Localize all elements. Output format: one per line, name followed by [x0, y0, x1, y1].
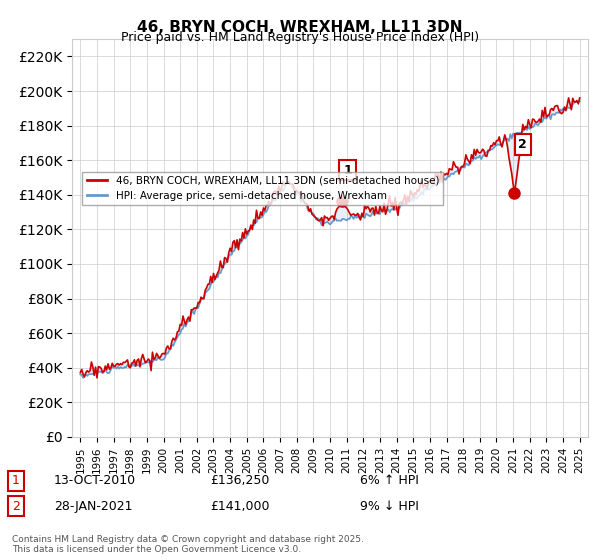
- Text: 13-OCT-2010: 13-OCT-2010: [54, 474, 136, 487]
- Text: 46, BRYN COCH, WREXHAM, LL11 3DN: 46, BRYN COCH, WREXHAM, LL11 3DN: [137, 20, 463, 35]
- Text: 28-JAN-2021: 28-JAN-2021: [54, 500, 133, 512]
- Text: 1: 1: [12, 474, 20, 487]
- Text: £136,250: £136,250: [210, 474, 269, 487]
- Text: 1: 1: [343, 164, 352, 176]
- Text: 2: 2: [518, 138, 527, 151]
- Text: 2: 2: [12, 500, 20, 512]
- Legend: 46, BRYN COCH, WREXHAM, LL11 3DN (semi-detached house), HPI: Average price, semi: 46, BRYN COCH, WREXHAM, LL11 3DN (semi-d…: [82, 172, 443, 205]
- Text: 9% ↓ HPI: 9% ↓ HPI: [360, 500, 419, 512]
- Text: £141,000: £141,000: [210, 500, 269, 512]
- Text: 6% ↑ HPI: 6% ↑ HPI: [360, 474, 419, 487]
- Text: Contains HM Land Registry data © Crown copyright and database right 2025.
This d: Contains HM Land Registry data © Crown c…: [12, 535, 364, 554]
- Text: Price paid vs. HM Land Registry's House Price Index (HPI): Price paid vs. HM Land Registry's House …: [121, 31, 479, 44]
